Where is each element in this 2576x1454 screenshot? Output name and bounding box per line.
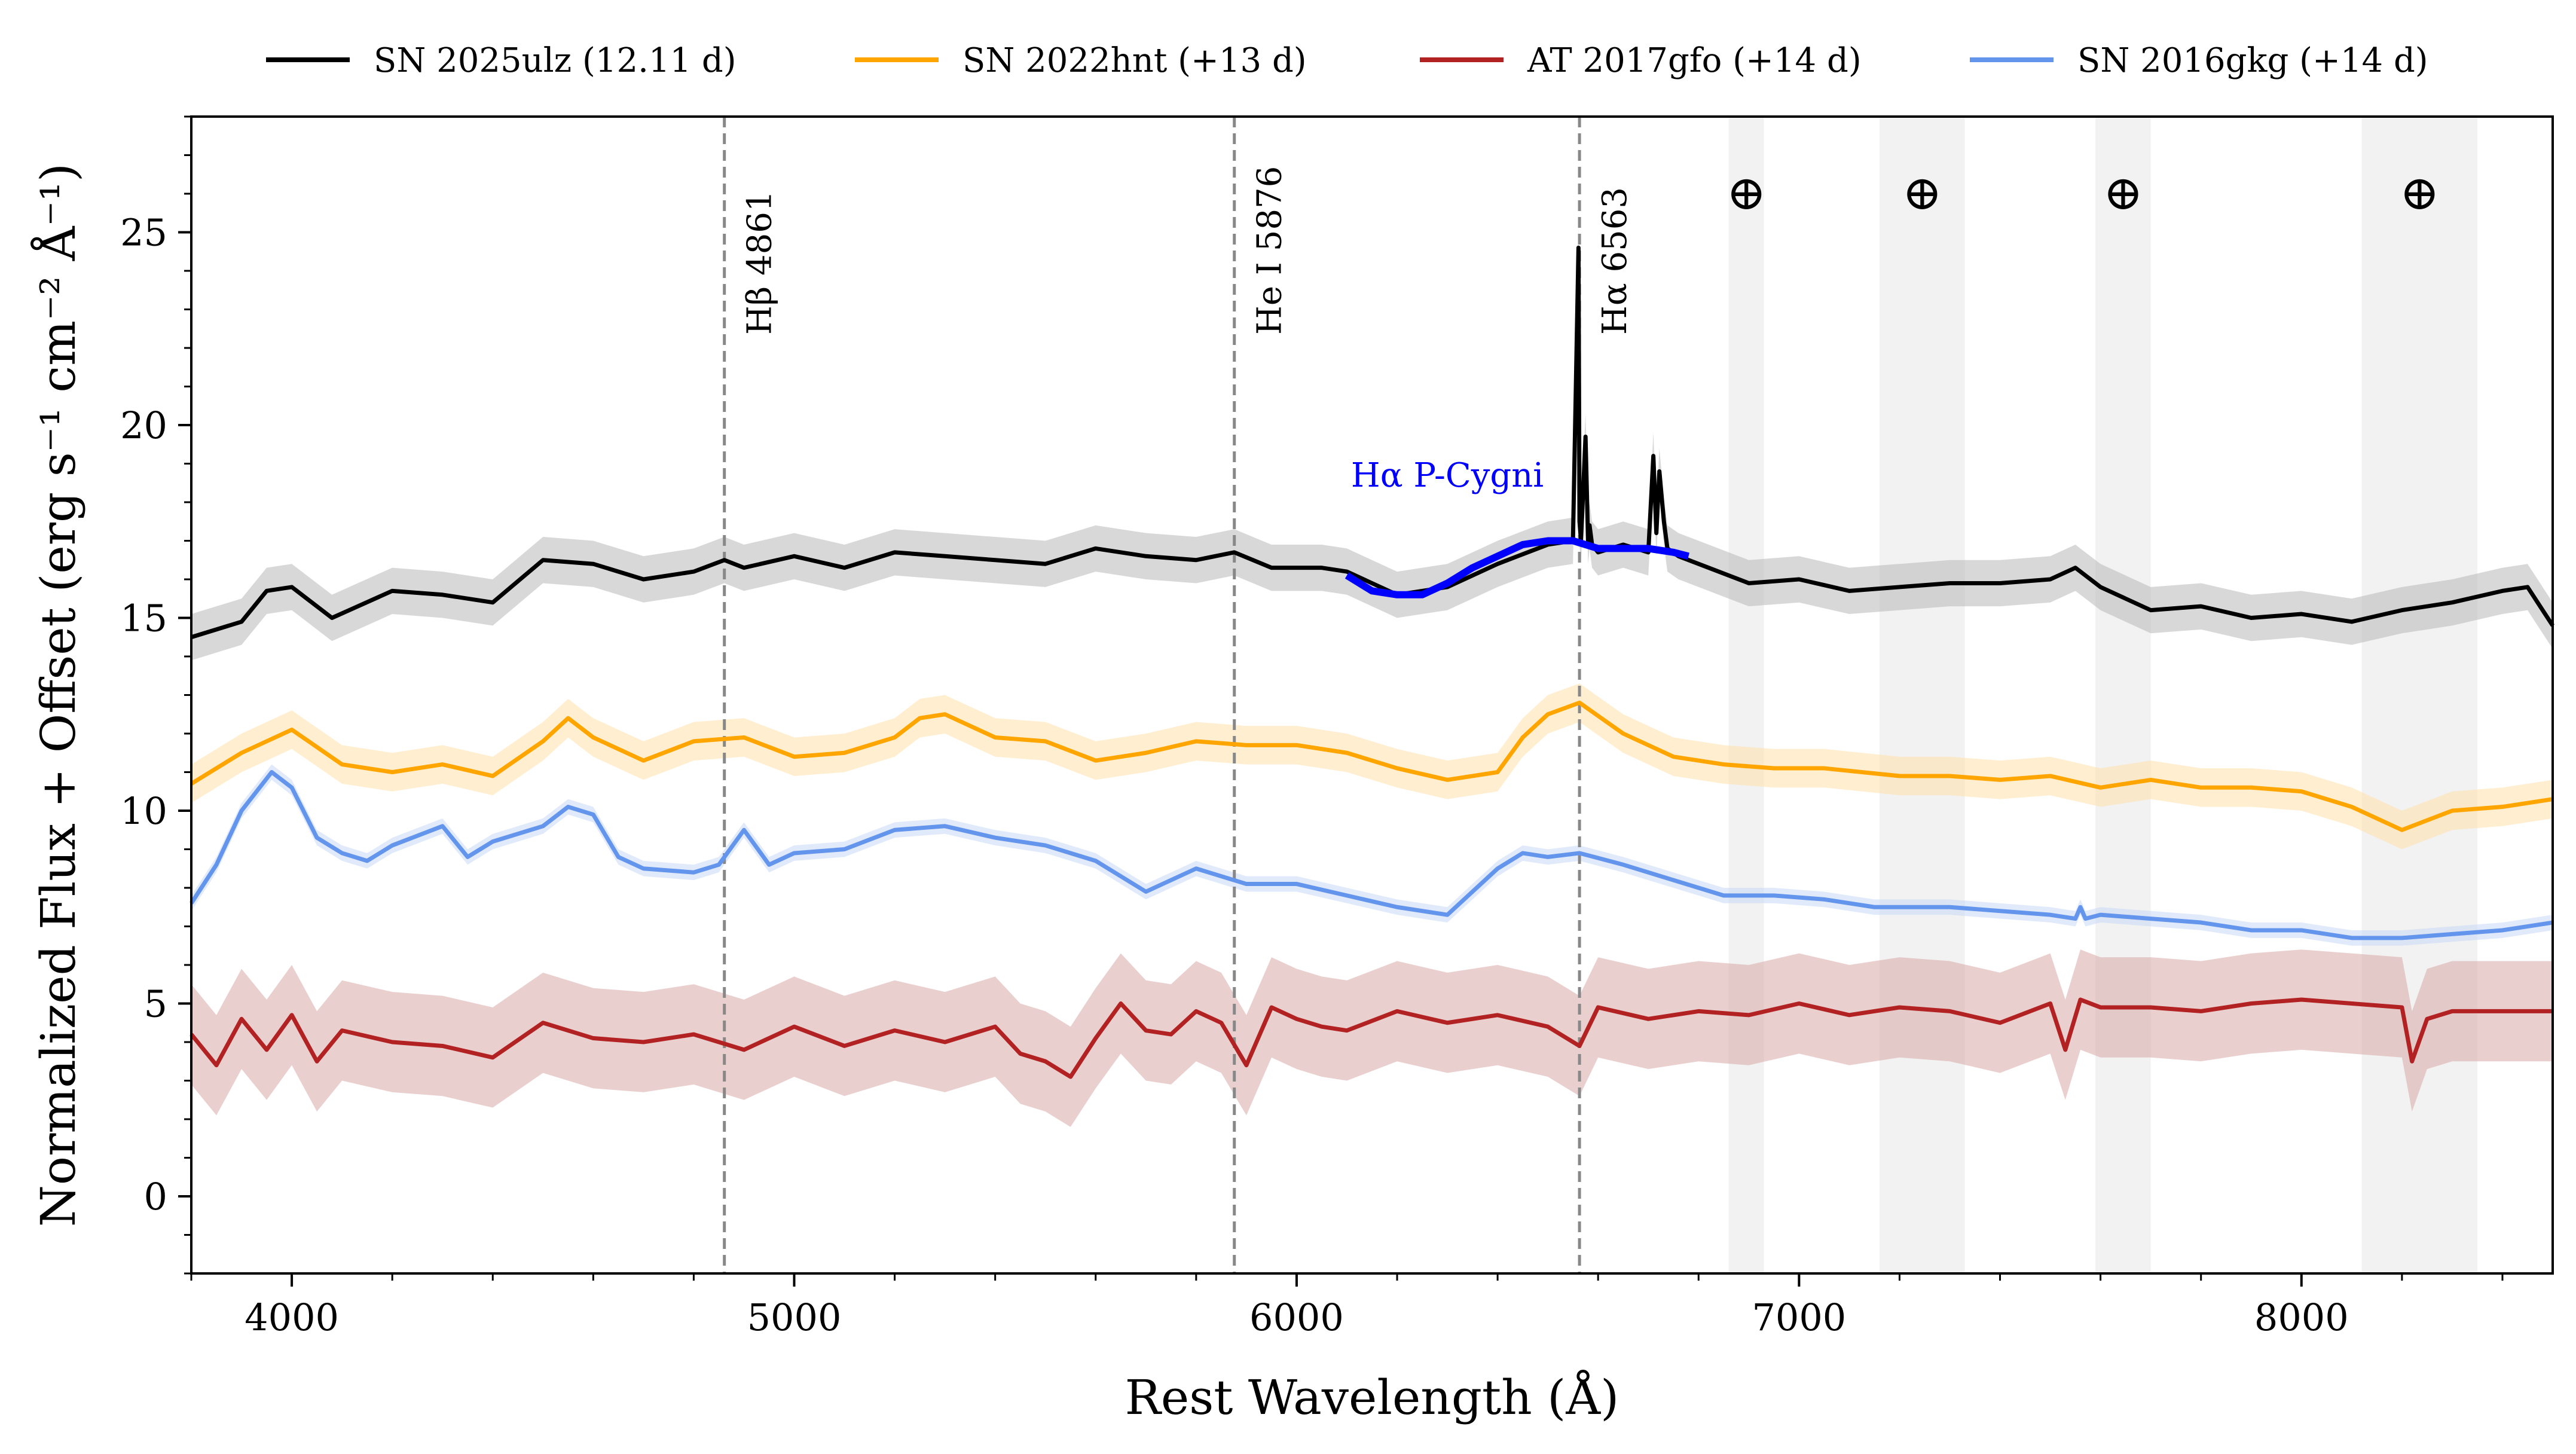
- legend-label: AT 2017gfo (+14 d): [1527, 41, 1862, 80]
- y-tick-label: 0: [144, 1175, 167, 1218]
- x-tick-label: 8000: [2254, 1296, 2349, 1339]
- plot-frame: [190, 115, 2554, 1275]
- y-tick-label: 10: [120, 789, 167, 833]
- y-tick-label: 15: [120, 597, 167, 640]
- y-tick-label: 5: [144, 982, 167, 1026]
- y-axis-title: Normalized Flux + Offset (erg s⁻¹ cm⁻² Å…: [30, 163, 86, 1227]
- marker-label: Hα 6563: [1596, 187, 1634, 335]
- telluric-band: [2095, 117, 2151, 1273]
- telluric-band: [2361, 117, 2477, 1273]
- legend-label: SN 2022hnt (+13 d): [962, 41, 1307, 80]
- series-line: [190, 700, 2553, 832]
- telluric-symbol: ⊕: [2103, 165, 2143, 221]
- series-line: [190, 245, 2554, 640]
- shaded-band: [191, 764, 2553, 946]
- annotation-label: Hα P-Cygni: [1351, 456, 1544, 495]
- uncertainty-shading: [191, 224, 2553, 1127]
- series-lines: [190, 245, 2554, 1079]
- telluric-bands: [1728, 117, 2477, 1273]
- x-tick-label: 6000: [1249, 1296, 1344, 1339]
- x-tick-label: 7000: [1752, 1296, 1846, 1339]
- line-markers: [723, 117, 1581, 1273]
- telluric-symbol: ⊕: [1726, 165, 1767, 221]
- telluric-band: [1728, 117, 1764, 1273]
- series-line: [190, 770, 2553, 940]
- marker-label: Hβ 4861: [741, 190, 780, 335]
- series-line: [190, 997, 2553, 1079]
- telluric-symbol: ⊕: [1902, 165, 1942, 221]
- x-tick-label: 4000: [245, 1296, 339, 1339]
- x-tick-label: 5000: [747, 1296, 842, 1339]
- shaded-band: [191, 949, 2553, 1127]
- shaded-band: [191, 224, 2553, 661]
- y-tick-label: 25: [120, 211, 167, 255]
- series-line: [1344, 537, 1689, 598]
- marker-label: He I 5876: [1251, 166, 1289, 335]
- legend-label: SN 2025ulz (12.11 d): [374, 41, 737, 80]
- shaded-band: [191, 683, 2553, 850]
- legend: SN 2025ulz (12.11 d) SN 2022hnt (+13 d) AT…: [266, 41, 2428, 80]
- chart-text: ⊕ ⊕ ⊕ ⊕ Hβ 4861 He I 5876 Hα 6563 4000 5000 6000 7…: [30, 163, 2440, 1425]
- x-axis-title: Rest Wavelength (Å): [1125, 1369, 1619, 1425]
- y-tick-label: 20: [120, 404, 167, 447]
- axes: [178, 115, 2554, 1287]
- legend-label: SN 2016gkg (+14 d): [2077, 41, 2428, 80]
- telluric-band: [1879, 117, 1965, 1273]
- telluric-symbol: ⊕: [2400, 165, 2440, 221]
